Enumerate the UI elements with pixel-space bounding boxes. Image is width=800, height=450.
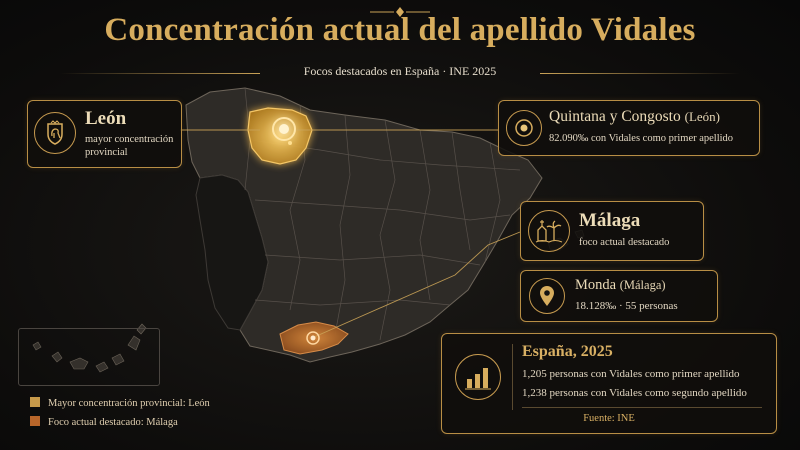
espana-card: España, 2025 1,205 personas con Vidales … xyxy=(441,333,777,434)
espana-line2: 1,238 personas con Vidales como segundo … xyxy=(522,387,747,399)
page-subtitle: Focos destacados en España · INE 2025 xyxy=(303,64,497,78)
monda-card: Monda (Málaga) 18.128‰ · 55 personas xyxy=(520,270,718,322)
lion-crest-icon xyxy=(34,112,76,154)
title-ornament xyxy=(370,7,430,17)
legend-item-leon: Mayor concentración provincial: León xyxy=(30,397,210,409)
malaga-card: Málaga foco actual destacado xyxy=(520,201,704,261)
legend-swatch-malaga xyxy=(30,416,40,426)
canary-inset xyxy=(18,328,160,386)
page-title: Concentración actual del apellido Vidale… xyxy=(104,12,696,48)
leon-province xyxy=(247,107,313,165)
monda-marker xyxy=(306,331,320,345)
subtitle-row: Focos destacados en España · INE 2025 xyxy=(0,64,800,82)
legend-label-malaga: Foco actual destacado: Málaga xyxy=(48,417,178,428)
quintana-region: (León) xyxy=(684,109,720,124)
legend-item-malaga: Foco actual destacado: Málaga xyxy=(30,416,178,428)
leon-card: León mayor concentración provincial xyxy=(27,100,182,168)
monda-region: (Málaga) xyxy=(619,278,666,292)
quintana-title: Quintana y Congosto (León) xyxy=(549,108,720,126)
leon-desc-line2: provincial xyxy=(85,147,128,158)
quintana-name: Quintana y Congosto xyxy=(549,108,681,125)
legend-label-leon: Mayor concentración provincial: León xyxy=(48,398,210,409)
monda-title: Monda (Málaga) xyxy=(575,277,666,294)
canary-islands xyxy=(32,323,147,373)
palm-landmark-icon xyxy=(528,210,570,252)
legend-swatch-leon xyxy=(30,397,40,407)
leon-name: León xyxy=(85,108,127,129)
espana-heading: España, 2025 xyxy=(522,343,613,360)
malaga-name: Málaga xyxy=(579,210,641,231)
monda-desc: 18.128‰ · 55 personas xyxy=(575,300,678,312)
bar-chart-icon xyxy=(455,354,501,400)
source-label: Fuente: INE xyxy=(583,413,635,424)
leon-desc-line1: mayor concentración xyxy=(85,134,174,145)
malaga-desc: foco actual destacado xyxy=(579,237,670,248)
quintana-card: Quintana y Congosto (León) 82.090‰ con V… xyxy=(498,100,760,156)
target-icon xyxy=(506,110,542,146)
espana-line1: 1,205 personas con Vidales como primer a… xyxy=(522,368,740,380)
portugal xyxy=(195,174,269,331)
location-pin-icon xyxy=(529,278,565,314)
quintana-desc: 82.090‰ con Vidales como primer apellido xyxy=(549,133,734,144)
monda-name: Monda xyxy=(575,277,617,293)
quintana-marker xyxy=(272,117,296,141)
